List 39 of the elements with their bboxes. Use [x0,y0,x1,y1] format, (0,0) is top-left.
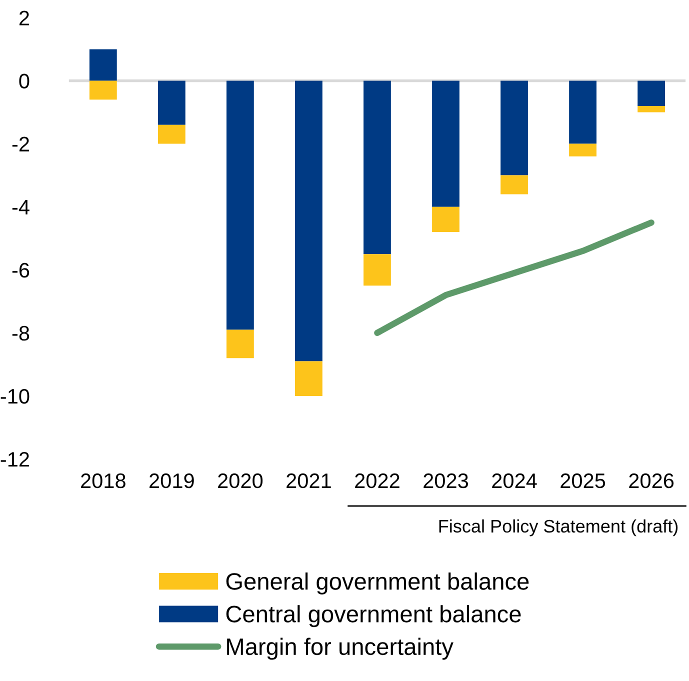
legend-label: General government balance [226,572,529,594]
text: Fiscal Policy Statement (draft) [439,519,678,536]
x-tick-label: 2021 [286,473,331,488]
bar [569,144,596,156]
x-tick-label: 2019 [150,473,194,488]
y-tick-label: -4 [12,200,30,214]
x-tick-label: 2018 [81,473,126,488]
legend-label: Margin for uncertainty [227,638,454,660]
x-tick-label: 2023 [424,473,468,488]
bar [500,175,528,194]
y-tick-label: -8 [12,326,30,341]
bar [432,80,460,207]
bar [295,80,322,362]
x-tick-label: 2025 [560,473,606,488]
bar [158,80,186,125]
y-tick-label: -12 [0,452,29,467]
y-tick-label: 0 [19,74,30,88]
bar [295,361,322,396]
bar [638,106,665,112]
x-tick-label: 2022 [355,473,400,488]
x-tick-label: 2020 [218,473,263,488]
bar [226,330,254,358]
bar [89,49,117,81]
x-tick-label: 2026 [629,473,674,488]
bar [364,80,391,254]
bar [569,80,596,144]
bar [364,254,391,286]
bar [432,206,460,232]
bar [158,124,186,144]
y-tick-label: 2 [19,10,29,26]
bar [500,80,528,176]
y-tick-label: -10 [0,388,30,404]
y-tick-label: -6 [12,262,30,278]
y-tick-label: -2 [12,136,29,152]
bar [226,80,254,330]
bar [638,80,665,106]
x-tick-label: 2024 [492,473,537,488]
legend-label: Central government balance [226,605,521,628]
bar [89,80,117,100]
